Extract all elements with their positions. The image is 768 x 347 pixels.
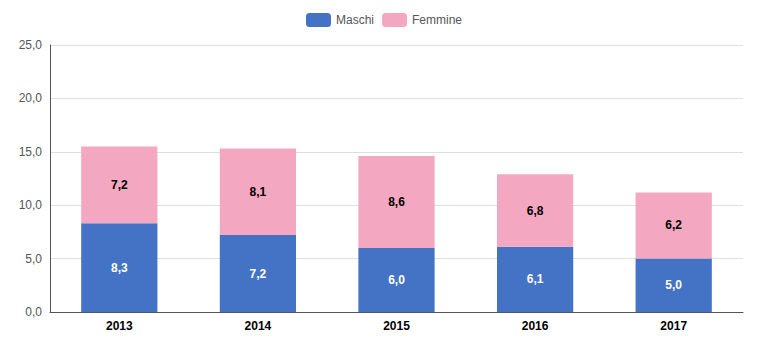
- svg-text:5,0: 5,0: [665, 278, 682, 292]
- svg-text:Maschi: Maschi: [336, 13, 374, 27]
- svg-text:8,1: 8,1: [250, 185, 267, 199]
- svg-text:6,2: 6,2: [665, 218, 682, 232]
- svg-text:6,1: 6,1: [527, 272, 544, 286]
- svg-text:5,0: 5,0: [25, 252, 42, 266]
- svg-text:20,0: 20,0: [19, 91, 43, 105]
- svg-text:15,0: 15,0: [19, 145, 43, 159]
- svg-text:8,3: 8,3: [111, 261, 128, 275]
- svg-text:7,2: 7,2: [250, 267, 267, 281]
- svg-text:0,0: 0,0: [25, 305, 42, 319]
- svg-text:2017: 2017: [660, 319, 687, 333]
- svg-text:8,6: 8,6: [388, 195, 405, 209]
- svg-text:25,0: 25,0: [19, 38, 43, 52]
- svg-text:6,8: 6,8: [527, 204, 544, 218]
- svg-text:2016: 2016: [522, 319, 549, 333]
- svg-text:2015: 2015: [383, 319, 410, 333]
- svg-text:6,0: 6,0: [388, 273, 405, 287]
- svg-text:Femmine: Femmine: [412, 13, 462, 27]
- svg-text:2014: 2014: [245, 319, 272, 333]
- svg-text:7,2: 7,2: [111, 178, 128, 192]
- svg-text:10,0: 10,0: [19, 198, 43, 212]
- svg-text:2013: 2013: [106, 319, 133, 333]
